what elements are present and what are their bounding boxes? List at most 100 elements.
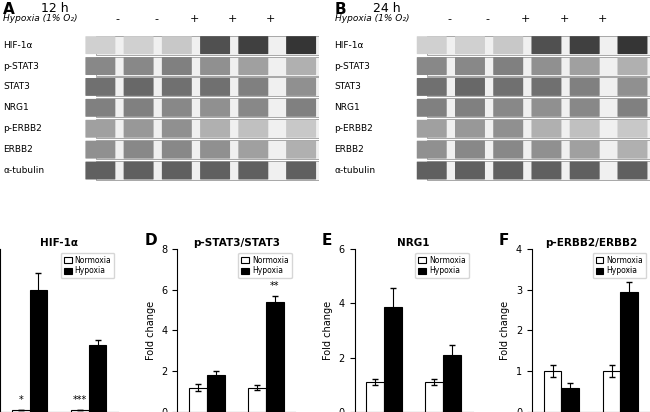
Text: E: E <box>322 233 332 248</box>
FancyBboxPatch shape <box>286 57 316 75</box>
FancyBboxPatch shape <box>200 78 230 96</box>
Title: HIF-1α: HIF-1α <box>40 238 78 248</box>
Bar <box>207 375 224 412</box>
FancyBboxPatch shape <box>417 162 447 180</box>
FancyBboxPatch shape <box>427 77 650 96</box>
Text: ERBB2: ERBB2 <box>3 145 33 154</box>
Text: *: * <box>18 395 23 405</box>
FancyBboxPatch shape <box>200 140 230 159</box>
Title: p-ERBB2/ERBB2: p-ERBB2/ERBB2 <box>545 238 637 248</box>
Bar <box>248 388 266 412</box>
FancyBboxPatch shape <box>96 140 322 159</box>
FancyBboxPatch shape <box>124 78 153 96</box>
FancyBboxPatch shape <box>239 140 268 159</box>
FancyBboxPatch shape <box>455 162 485 180</box>
FancyBboxPatch shape <box>569 57 600 75</box>
FancyBboxPatch shape <box>286 36 316 54</box>
Text: -: - <box>116 14 120 24</box>
FancyBboxPatch shape <box>532 140 562 159</box>
FancyBboxPatch shape <box>85 78 115 96</box>
FancyBboxPatch shape <box>162 57 192 75</box>
FancyBboxPatch shape <box>569 140 600 159</box>
Bar <box>562 388 579 412</box>
Text: B: B <box>335 2 346 17</box>
FancyBboxPatch shape <box>417 57 447 75</box>
Text: p-STAT3: p-STAT3 <box>335 61 370 70</box>
FancyBboxPatch shape <box>124 162 153 180</box>
FancyBboxPatch shape <box>427 56 650 75</box>
FancyBboxPatch shape <box>239 57 268 75</box>
FancyBboxPatch shape <box>618 57 647 75</box>
FancyBboxPatch shape <box>85 120 115 138</box>
FancyBboxPatch shape <box>569 99 600 117</box>
FancyBboxPatch shape <box>417 36 447 54</box>
FancyBboxPatch shape <box>532 57 562 75</box>
FancyBboxPatch shape <box>427 119 650 138</box>
Bar <box>266 302 283 412</box>
Text: p-ERBB2: p-ERBB2 <box>3 124 42 133</box>
FancyBboxPatch shape <box>618 120 647 138</box>
Text: 12 h: 12 h <box>42 2 69 15</box>
Text: p-STAT3: p-STAT3 <box>3 61 39 70</box>
Text: **: ** <box>270 281 280 291</box>
Text: ***: *** <box>73 395 87 405</box>
FancyBboxPatch shape <box>455 78 485 96</box>
FancyBboxPatch shape <box>124 120 153 138</box>
FancyBboxPatch shape <box>417 99 447 117</box>
Title: p-STAT3/STAT3: p-STAT3/STAT3 <box>193 238 280 248</box>
Title: NRG1: NRG1 <box>397 238 430 248</box>
Bar <box>426 382 443 412</box>
Text: -: - <box>447 14 451 24</box>
Y-axis label: Fold change: Fold change <box>146 301 156 360</box>
FancyBboxPatch shape <box>493 162 523 180</box>
FancyBboxPatch shape <box>96 56 322 75</box>
FancyBboxPatch shape <box>200 120 230 138</box>
Text: Hypoxia (1% O₂): Hypoxia (1% O₂) <box>335 14 409 23</box>
FancyBboxPatch shape <box>162 140 192 159</box>
Text: HIF-1α: HIF-1α <box>335 41 364 50</box>
FancyBboxPatch shape <box>200 36 230 54</box>
FancyBboxPatch shape <box>239 99 268 117</box>
Text: +: + <box>597 14 607 24</box>
FancyBboxPatch shape <box>124 36 153 54</box>
FancyBboxPatch shape <box>618 99 647 117</box>
FancyBboxPatch shape <box>96 77 322 96</box>
FancyBboxPatch shape <box>162 36 192 54</box>
FancyBboxPatch shape <box>618 140 647 159</box>
FancyBboxPatch shape <box>417 78 447 96</box>
FancyBboxPatch shape <box>417 120 447 138</box>
FancyBboxPatch shape <box>618 36 647 54</box>
Text: NRG1: NRG1 <box>3 103 29 112</box>
FancyBboxPatch shape <box>569 120 600 138</box>
FancyBboxPatch shape <box>493 140 523 159</box>
FancyBboxPatch shape <box>493 120 523 138</box>
Text: -: - <box>154 14 158 24</box>
Text: +: + <box>266 14 276 24</box>
FancyBboxPatch shape <box>569 36 600 54</box>
Text: +: + <box>521 14 530 24</box>
FancyBboxPatch shape <box>427 161 650 180</box>
Bar <box>29 290 47 412</box>
FancyBboxPatch shape <box>532 99 562 117</box>
FancyBboxPatch shape <box>286 162 316 180</box>
FancyBboxPatch shape <box>618 78 647 96</box>
FancyBboxPatch shape <box>427 35 650 55</box>
FancyBboxPatch shape <box>286 120 316 138</box>
FancyBboxPatch shape <box>417 140 447 159</box>
FancyBboxPatch shape <box>96 98 322 117</box>
FancyBboxPatch shape <box>239 36 268 54</box>
FancyBboxPatch shape <box>427 98 650 117</box>
FancyBboxPatch shape <box>455 99 485 117</box>
FancyBboxPatch shape <box>455 57 485 75</box>
FancyBboxPatch shape <box>85 57 115 75</box>
Text: F: F <box>499 233 509 248</box>
FancyBboxPatch shape <box>200 99 230 117</box>
Text: +: + <box>190 14 199 24</box>
FancyBboxPatch shape <box>162 78 192 96</box>
FancyBboxPatch shape <box>532 120 562 138</box>
FancyBboxPatch shape <box>427 140 650 159</box>
FancyBboxPatch shape <box>96 119 322 138</box>
FancyBboxPatch shape <box>286 78 316 96</box>
Text: -: - <box>486 14 489 24</box>
FancyBboxPatch shape <box>124 57 153 75</box>
